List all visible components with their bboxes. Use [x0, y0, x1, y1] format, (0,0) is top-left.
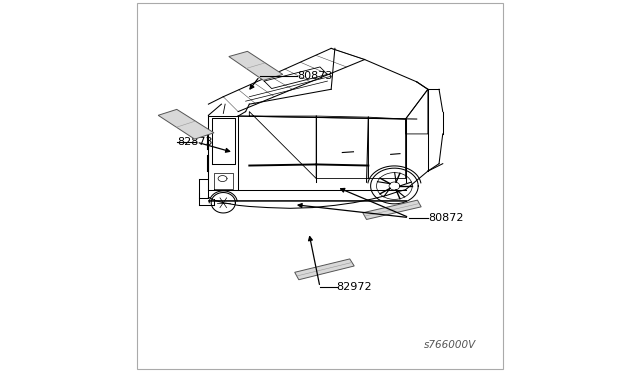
Text: s766000V: s766000V — [424, 340, 476, 350]
Polygon shape — [363, 200, 421, 219]
Text: 80872: 80872 — [428, 213, 463, 222]
Polygon shape — [229, 51, 283, 80]
Text: 80873: 80873 — [297, 71, 332, 81]
Polygon shape — [158, 109, 214, 139]
Text: 82873: 82873 — [177, 137, 212, 147]
Polygon shape — [294, 259, 354, 280]
Text: 82972: 82972 — [337, 282, 372, 292]
